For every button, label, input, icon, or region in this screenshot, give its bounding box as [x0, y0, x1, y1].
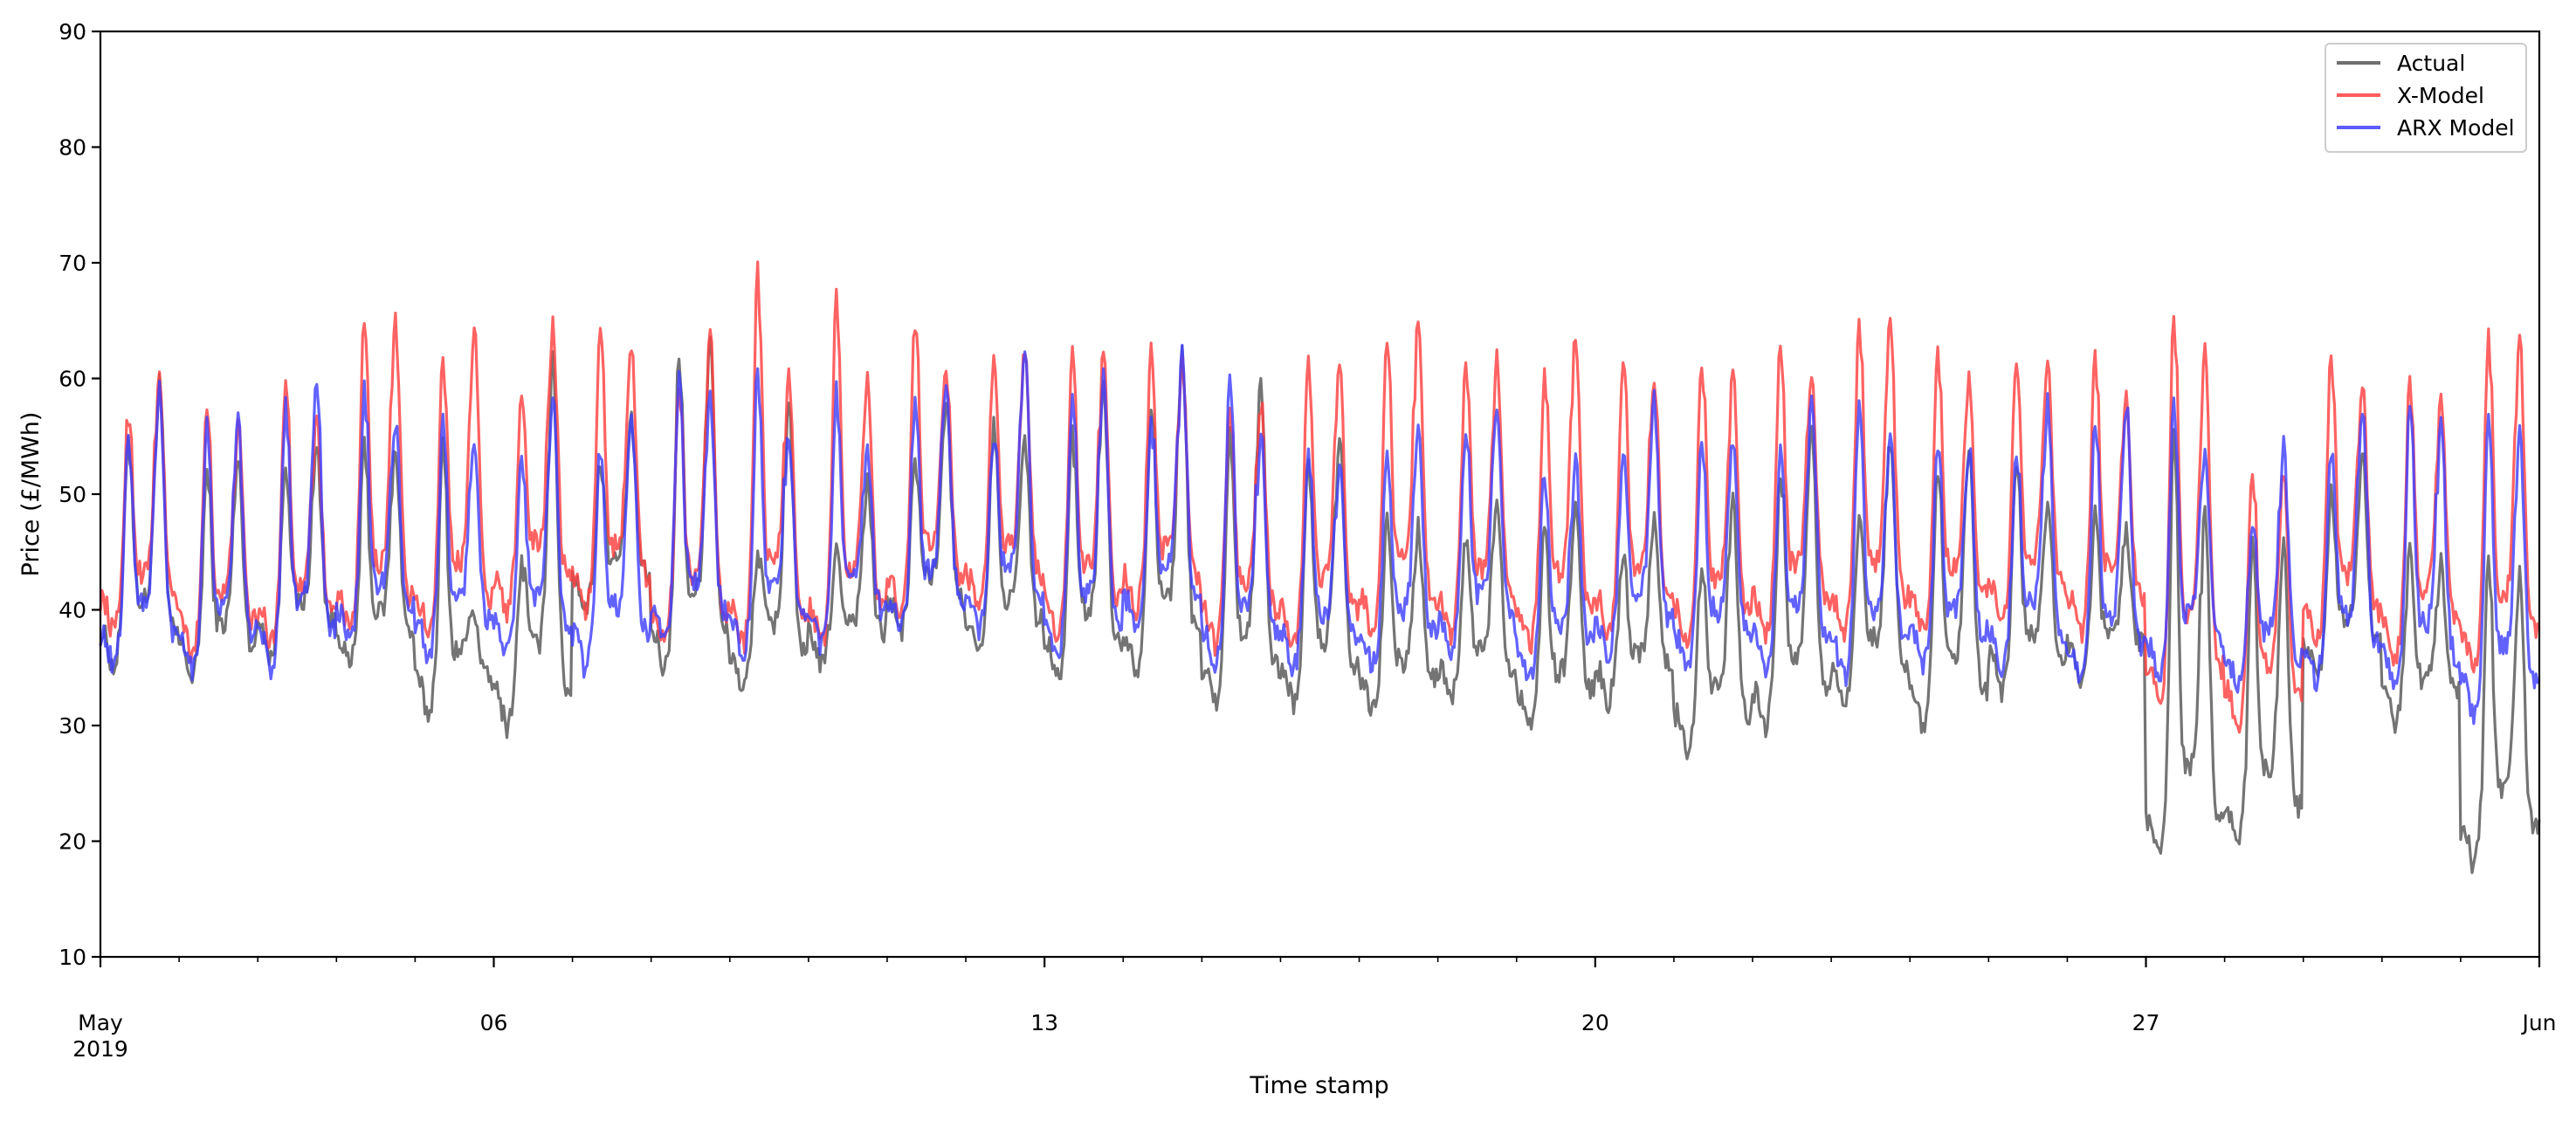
y-tick-label: 20: [59, 829, 86, 855]
series-line-x-model: [99, 260, 2541, 734]
legend: Actual X-Model ARX Model: [2325, 43, 2527, 153]
x-axis-label: Time stamp: [1249, 1072, 1388, 1099]
y-tick-label: 80: [59, 135, 86, 161]
y-tick-label: 10: [59, 945, 86, 970]
series-line-actual: [99, 335, 2541, 875]
x-tick-label: 27: [2132, 1010, 2160, 1035]
y-tick-label: 50: [59, 482, 86, 507]
x-tick-label: 06: [480, 1010, 508, 1035]
y-tick-label: 60: [59, 367, 86, 392]
series-line-arx-model: [99, 343, 2541, 726]
y-tick-label: 40: [59, 598, 86, 623]
y-tick-label: 30: [59, 713, 86, 739]
x-tick-label: May: [78, 1010, 123, 1035]
y-axis: 10 20 30 40 50 60 70 80 90: [59, 19, 100, 970]
x-tick-label: Jun: [2520, 1010, 2556, 1035]
y-axis-label: Price (£/MWh): [17, 412, 45, 577]
x-tick-label: 20: [1581, 1010, 1609, 1035]
legend-label: ARX Model: [2397, 115, 2515, 141]
y-tick-label: 70: [59, 251, 86, 276]
x-tick-label: 13: [1030, 1010, 1058, 1035]
legend-frame: [2325, 43, 2527, 153]
y-tick-label: 90: [59, 19, 86, 45]
legend-label: X-Model: [2397, 83, 2484, 108]
legend-label: Actual: [2397, 51, 2465, 76]
series-lines: [99, 260, 2541, 875]
x-tick-sublabel: 2019: [72, 1036, 128, 1062]
